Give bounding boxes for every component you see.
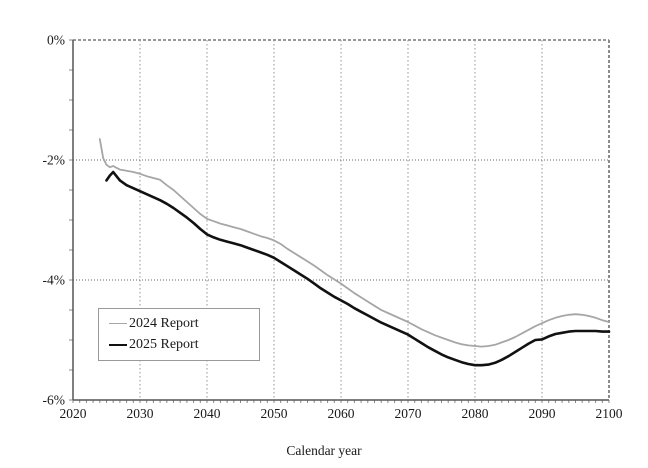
x-tick-label: 2090 [529,406,556,421]
y-tick-label: -2% [43,153,66,168]
y-tick-label: -6% [43,393,66,408]
x-tick-label: 2100 [596,406,623,421]
legend-box: 2024 Report 2025 Report [98,308,260,361]
legend-swatch-1 [109,344,127,347]
x-tick-label: 2070 [395,406,422,421]
legend-swatch-0 [109,323,127,325]
x-axis-title: Calendar year [286,443,362,458]
legend-item-2025-report: 2025 Report [109,338,259,352]
x-tick-label: 2060 [328,406,355,421]
x-tick-label: 2030 [127,406,154,421]
legend-label-0: 2024 Report [129,315,199,331]
y-tick-label: 0% [47,33,65,48]
legend-item-2024-report: 2024 Report [109,315,259,331]
series-line-2024-report [98,138,610,348]
x-tick-label: 2040 [194,406,221,421]
x-tick-label: 2020 [60,406,87,421]
x-tick-label: 2080 [462,406,489,421]
y-tick-label: -4% [43,273,66,288]
legend-label-1: 2025 Report [129,337,199,353]
series-line-2025-report [105,170,611,367]
x-tick-label: 2050 [261,406,288,421]
